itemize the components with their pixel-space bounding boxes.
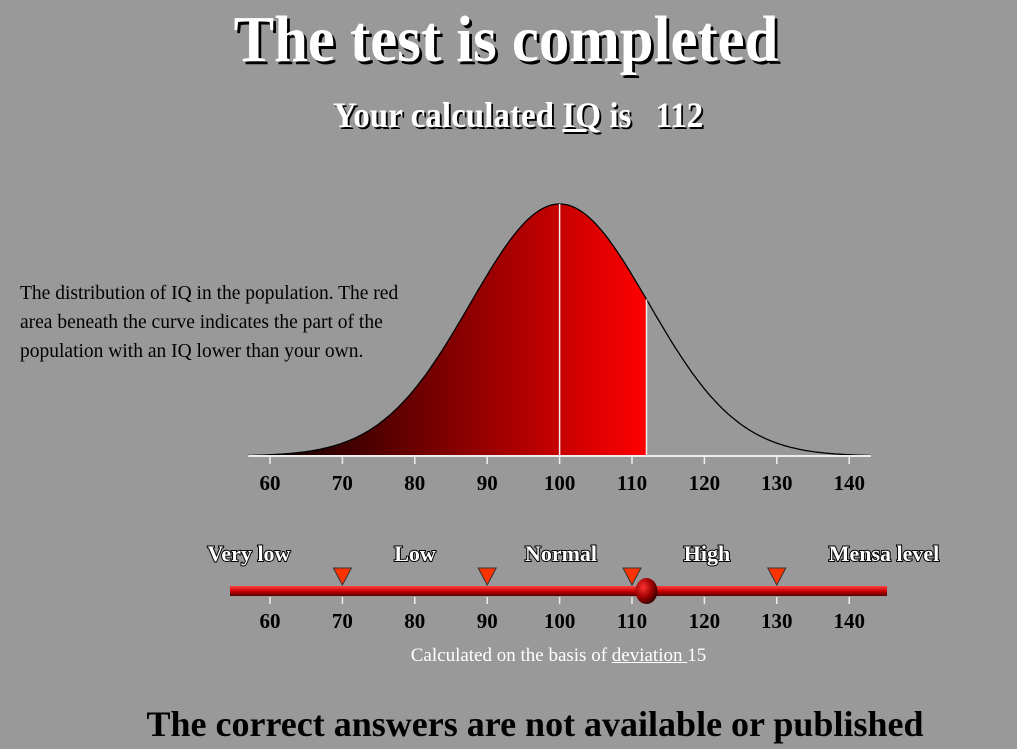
band-label: Low bbox=[394, 541, 436, 566]
note-value: 15 bbox=[687, 645, 707, 666]
band-label: Mensa level bbox=[829, 541, 940, 566]
iq-value: 112 bbox=[655, 95, 704, 135]
x-tick-label: 110 bbox=[617, 471, 647, 495]
scale-tick-label: 100 bbox=[544, 609, 576, 633]
scale-tick-label: 70 bbox=[332, 609, 353, 633]
page-title: The test is completed bbox=[233, 3, 779, 76]
answers-notice: The correct answers are not available or… bbox=[146, 704, 924, 744]
deviation-link[interactable]: deviation bbox=[611, 645, 688, 666]
subtitle-prefix: Your calculated bbox=[333, 95, 563, 135]
band-label: High bbox=[684, 541, 730, 566]
iq-result: Your calculated IQ is 112 bbox=[333, 94, 703, 136]
x-tick-label: 120 bbox=[689, 471, 721, 495]
x-tick-label: 90 bbox=[477, 471, 498, 495]
x-tick-label: 130 bbox=[761, 471, 793, 495]
subtitle-suffix: is bbox=[601, 95, 632, 135]
scale-tick-label: 90 bbox=[477, 609, 498, 633]
scale-tick-label: 80 bbox=[404, 609, 425, 633]
threshold-marker-icon bbox=[622, 567, 642, 587]
scale-tick-label: 110 bbox=[617, 609, 647, 633]
scale-tick-label: 120 bbox=[689, 609, 721, 633]
x-tick-label: 80 bbox=[404, 471, 425, 495]
scale-tick-label: 140 bbox=[833, 609, 865, 633]
threshold-marker-icon bbox=[477, 567, 498, 587]
distribution-description: The distribution of IQ in the population… bbox=[20, 283, 399, 362]
scale-tick-label: 60 bbox=[260, 609, 281, 633]
x-tick-label: 60 bbox=[260, 471, 281, 495]
note-prefix: Calculated on the basis of bbox=[410, 645, 612, 666]
shaded-area bbox=[248, 204, 647, 456]
scale-bar bbox=[230, 586, 887, 596]
iq-link[interactable]: IQ bbox=[562, 95, 602, 135]
x-tick-label: 140 bbox=[833, 471, 865, 495]
score-knob bbox=[635, 578, 658, 604]
threshold-marker-icon bbox=[332, 567, 353, 587]
scale-tick-label: 130 bbox=[761, 609, 793, 633]
band-label: Very low bbox=[208, 541, 291, 566]
threshold-marker-icon bbox=[766, 567, 787, 587]
deviation-note: Calculated on the basis of deviation 15 bbox=[0, 645, 1017, 667]
x-tick-label: 100 bbox=[544, 471, 576, 495]
band-label: Normal bbox=[525, 541, 597, 566]
x-tick-label: 70 bbox=[332, 471, 353, 495]
